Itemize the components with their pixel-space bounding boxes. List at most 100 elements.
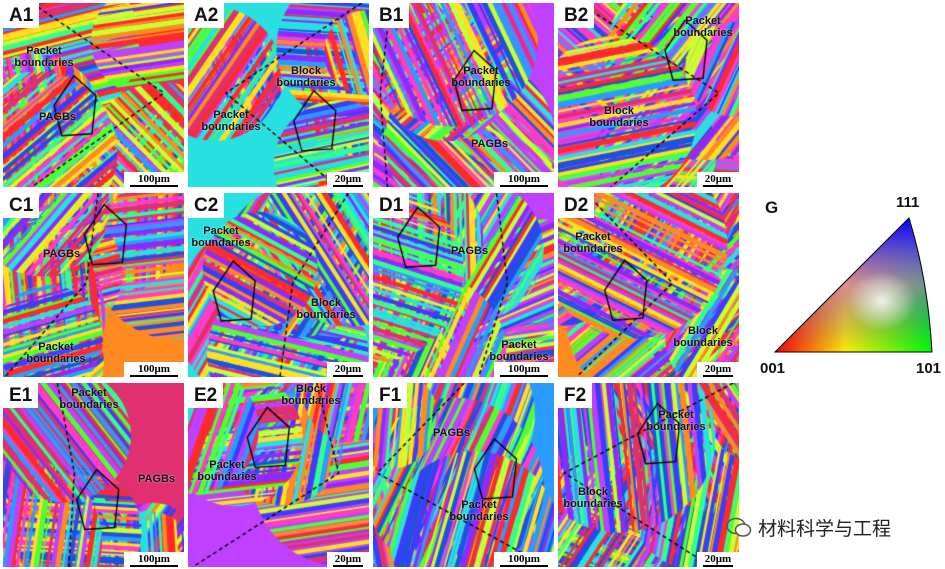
scale-bar-line — [500, 185, 548, 187]
scale-bar-label: 20μm — [334, 173, 362, 185]
annotation-pagbs: PAGBs — [43, 248, 81, 260]
ebsd-panel-e2: E2 Block boundaries Packet boundaries 20μm — [188, 383, 369, 567]
annotation-pagbs: PAGBs — [39, 111, 77, 123]
scale-bar-line — [130, 185, 178, 187]
legend-111: 111 — [896, 194, 920, 211]
panel-label: C1 — [3, 193, 40, 218]
annotation-packet-boundaries: Packet boundaries — [563, 231, 623, 255]
annotation-pagbs: PAGBs — [433, 427, 471, 439]
scale-bar-line — [130, 375, 178, 377]
ipf-legend: G 111 001 101 — [750, 190, 945, 380]
annotation-packet-boundaries: Packet boundaries — [59, 387, 119, 411]
annotation-pagbs: PAGBs — [471, 138, 509, 150]
legend-label: G — [765, 198, 779, 217]
ebsd-panel-c2: C2 Packet boundaries Block boundaries 20μm — [188, 193, 369, 377]
ebsd-panel-e1: E1 Packet boundaries PAGBs 100μm — [3, 383, 184, 567]
scale-bar-line — [130, 565, 178, 567]
scale-bar-label: 20μm — [334, 553, 362, 565]
panel-label: A1 — [3, 3, 40, 28]
panel-label: D1 — [373, 193, 410, 218]
scale-bar: 20μm — [327, 172, 369, 187]
scale-bar: 100μm — [494, 362, 554, 377]
annotation-packet-boundaries: Packet boundaries — [14, 45, 74, 69]
scale-bar-label: 20μm — [704, 363, 732, 375]
scale-bar-label: 20μm — [704, 553, 732, 565]
ebsd-panel-a1: A1 Packet boundaries PAGBs 100μm — [3, 3, 184, 187]
ebsd-map — [3, 383, 184, 567]
scale-bar: 20μm — [697, 362, 739, 377]
ebsd-map — [558, 383, 739, 567]
panel-label: F1 — [373, 383, 408, 408]
annotation-packet-boundaries: Packet boundaries — [197, 459, 257, 483]
annotation-block-boundaries: Block boundaries — [589, 105, 649, 129]
scale-bar-label: 100μm — [508, 363, 540, 375]
ebsd-panel-d2: D2 Packet boundaries Block boundaries 20μm — [558, 193, 739, 377]
scale-bar: 100μm — [494, 172, 554, 187]
scale-bar: 100μm — [124, 362, 184, 377]
annotation-pagbs: PAGBs — [138, 473, 176, 485]
ebsd-panel-b2: B2 Packet boundaries Block boundaries 20μm — [558, 3, 739, 187]
scale-bar-label: 100μm — [138, 363, 170, 375]
scale-bar-line — [500, 375, 548, 377]
scale-bar: 20μm — [327, 552, 369, 567]
panel-label: E2 — [188, 383, 224, 408]
annotation-block-boundaries: Block boundaries — [563, 486, 623, 510]
scale-bar-line — [333, 185, 363, 187]
scale-bar: 20μm — [697, 552, 739, 567]
ipf-triangle — [773, 217, 933, 353]
scale-bar-label: 100μm — [508, 553, 540, 565]
annotation-pagbs: PAGBs — [451, 245, 489, 257]
ebsd-map — [373, 383, 554, 567]
annotation-packet-boundaries: Packet boundaries — [449, 499, 509, 523]
scale-bar: 100μm — [494, 552, 554, 567]
scale-bar-label: 100μm — [138, 553, 170, 565]
annotation-block-boundaries: Block boundaries — [673, 325, 733, 349]
ebsd-map — [558, 193, 739, 377]
ebsd-panel-b1: B1 Packet boundaries PAGBs 100μm — [373, 3, 554, 187]
panel-label: B2 — [558, 3, 595, 28]
ebsd-map — [558, 3, 739, 187]
scale-bar-line — [333, 565, 363, 567]
panel-label: A2 — [188, 3, 225, 28]
annotation-packet-boundaries: Packet boundaries — [201, 109, 261, 133]
scale-bar-line — [703, 375, 733, 377]
scale-bar-line — [703, 565, 733, 567]
annotation-block-boundaries: Block boundaries — [296, 297, 356, 321]
watermark: 材料科学与工程 — [726, 514, 891, 541]
annotation-block-boundaries: Block boundaries — [276, 65, 336, 89]
watermark-text: 材料科学与工程 — [758, 519, 892, 540]
annotation-packet-boundaries: Packet boundaries — [673, 15, 733, 39]
wechat-icon — [726, 517, 752, 537]
panel-label: E1 — [3, 383, 39, 408]
scale-bar-label: 100μm — [138, 173, 170, 185]
annotation-packet-boundaries: Packet boundaries — [489, 339, 549, 363]
annotation-packet-boundaries: Packet boundaries — [451, 65, 511, 89]
scale-bar: 20μm — [697, 172, 739, 187]
scale-bar-line — [500, 565, 548, 567]
scale-bar-line — [333, 375, 363, 377]
ebsd-panel-f2: F2 Packet boundaries Block boundaries 20μm — [558, 383, 739, 567]
annotation-packet-boundaries: Packet boundaries — [26, 341, 86, 365]
ebsd-map — [188, 193, 369, 377]
legend-101: 101 — [916, 360, 942, 377]
ebsd-panel-d1: D1 PAGBs Packet boundaries 100μm — [373, 193, 554, 377]
ebsd-panel-f1: F1 PAGBs Packet boundaries 100μm — [373, 383, 554, 567]
scale-bar: 100μm — [124, 552, 184, 567]
scale-bar-label: 20μm — [334, 363, 362, 375]
scale-bar-label: 100μm — [508, 173, 540, 185]
ebsd-panel-a2: A2 Block boundaries Packet boundaries 20μm — [188, 3, 369, 187]
ebsd-map — [3, 3, 184, 187]
ebsd-map — [373, 193, 554, 377]
ebsd-panel-c1: C1 PAGBs Packet boundaries 100μm — [3, 193, 184, 377]
ebsd-map — [3, 193, 184, 377]
panel-label: B1 — [373, 3, 410, 28]
scale-bar-label: 20μm — [704, 173, 732, 185]
annotation-packet-boundaries: Packet boundaries — [191, 225, 251, 249]
legend-001: 001 — [760, 360, 786, 377]
ebsd-map — [188, 3, 369, 187]
scale-bar: 20μm — [327, 362, 369, 377]
scale-bar-line — [703, 185, 733, 187]
annotation-packet-boundaries: Packet boundaries — [646, 409, 706, 433]
scale-bar: 100μm — [124, 172, 184, 187]
panel-label: C2 — [188, 193, 225, 218]
